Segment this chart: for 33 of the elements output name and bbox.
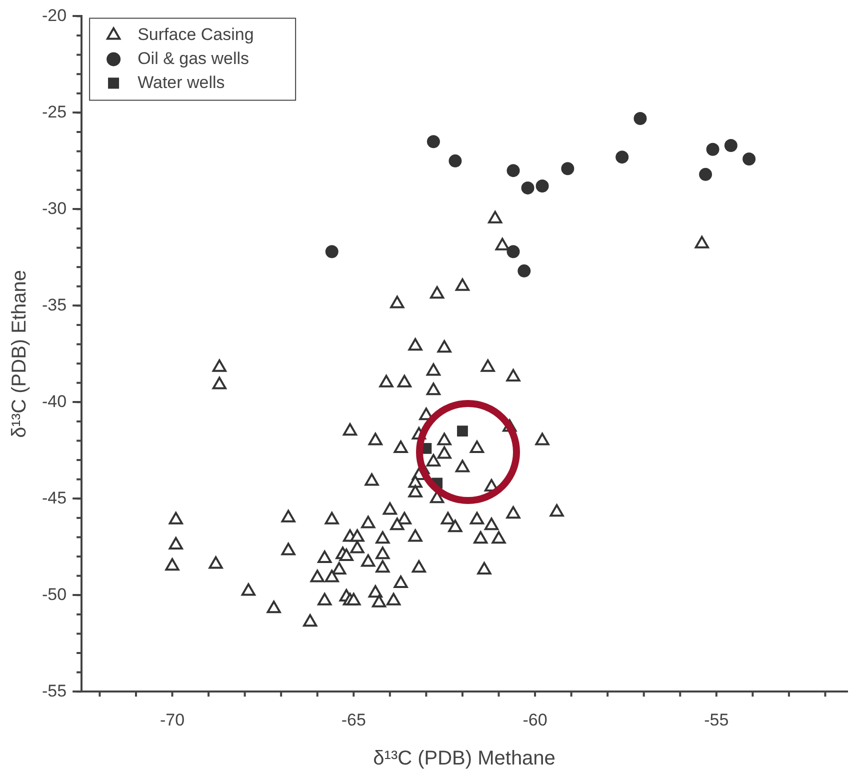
y-tick-label: -45 [42,488,67,508]
point [742,152,756,166]
point [724,138,738,152]
point [448,154,462,168]
x-tick-label: -55 [704,710,729,730]
point [521,181,534,194]
point [699,168,712,181]
point [634,112,647,125]
y-tick-label: -50 [42,584,67,604]
point [706,142,720,156]
y-tick-label: -55 [42,681,67,700]
y-tick-label: -25 [42,102,67,122]
y-tick-label: -20 [42,6,67,25]
x-tick-label: -60 [522,710,548,730]
point [518,264,531,278]
x-axis-title: δ¹³C (PDB) Methane [373,748,556,770]
point [506,245,520,258]
point [506,164,520,178]
x-tick-label: -65 [341,710,366,730]
legend-label: Surface Casing [138,24,254,44]
point [561,162,574,176]
legend-label: Water wells [138,72,225,92]
x-tick-label: -70 [160,710,185,730]
y-tick-label: -30 [42,198,67,218]
point [536,180,549,193]
y-tick-label: -40 [42,392,67,411]
point [616,150,629,164]
point [457,426,468,437]
y-tick-label: -35 [42,295,67,314]
point [325,245,338,258]
legend-label: Oil & gas wells [138,48,250,68]
y-axis-title: δ¹³C (PDB) Ethane [8,270,31,438]
point [426,135,440,148]
